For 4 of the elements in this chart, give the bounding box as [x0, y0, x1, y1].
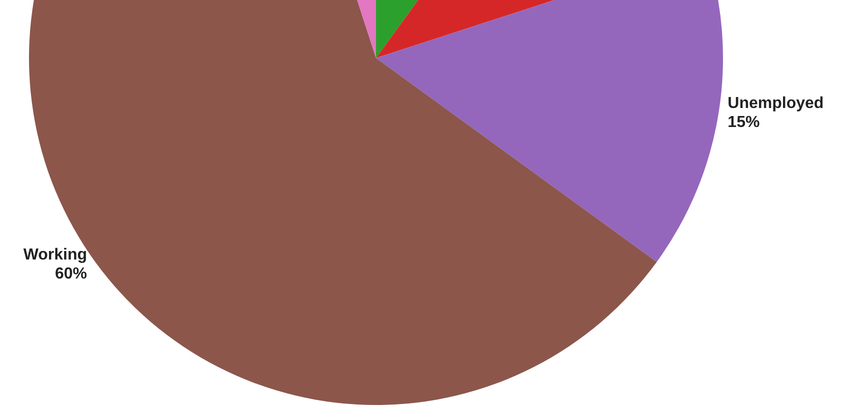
slice-label: Working	[23, 246, 88, 264]
data-label: 60%	[55, 265, 88, 282]
slice-label: Unemployed	[728, 94, 824, 112]
data-label: 15%	[728, 114, 760, 131]
